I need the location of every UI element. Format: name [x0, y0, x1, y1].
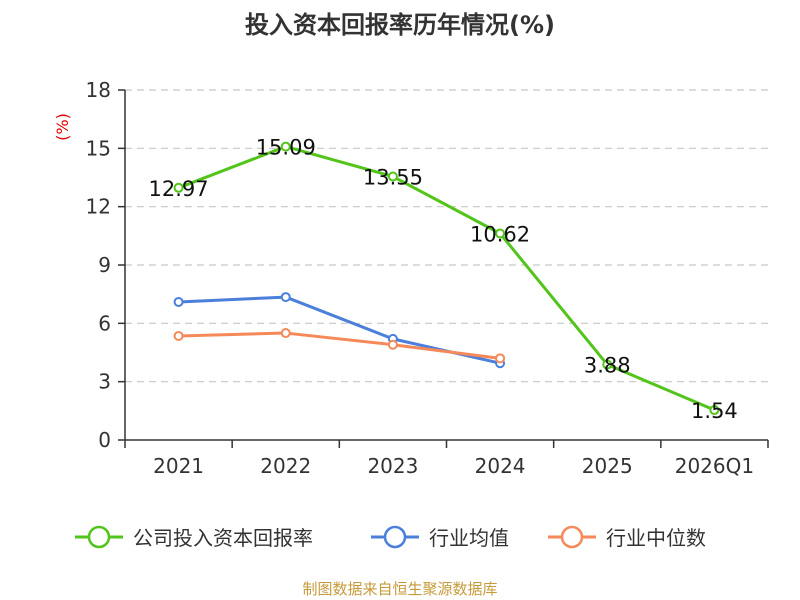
data-point-2	[387, 339, 398, 350]
data-label: 15.09	[256, 136, 316, 160]
data-point-2	[280, 328, 291, 339]
legend-label: 公司投入资本回报率	[133, 526, 313, 550]
legend-label: 行业均值	[429, 526, 509, 550]
data-point-0	[173, 182, 184, 193]
x-tick-label: 2023	[367, 454, 418, 478]
data-point-0	[602, 359, 613, 370]
axes: 0 3 6 9 12 15 18 2021 2022 2023 2024 2025 2026Q1	[86, 78, 769, 478]
chart-title: 投入资本回报率历年情况(%)	[245, 11, 555, 39]
y-tick-label: 9	[98, 253, 111, 277]
legend-label: 行业中位数	[606, 526, 706, 550]
data-point-0	[387, 171, 398, 182]
data-label: 12.97	[149, 177, 209, 201]
data-point-0	[280, 141, 291, 152]
legend-swatch-marker	[560, 525, 584, 549]
source-note: 制图数据来自恒生聚源数据库	[302, 580, 497, 598]
x-tick-label: 2021	[153, 454, 204, 478]
data-label: 13.55	[363, 166, 423, 190]
x-tick-label: 2024	[475, 454, 526, 478]
data-label: 3.88	[584, 354, 631, 378]
x-tick-label: 2025	[582, 454, 633, 478]
data-label: 10.62	[470, 223, 530, 247]
y-tick-label: 12	[86, 195, 111, 219]
y-tick-label: 18	[86, 78, 111, 102]
data-point-2	[495, 353, 506, 364]
y-tick-label: 0	[98, 428, 111, 452]
y-axis-unit-label: (%)	[53, 113, 72, 141]
data-point-1	[173, 296, 184, 307]
legend: 公司投入资本回报率 行业均值 行业中位数	[75, 525, 706, 550]
y-tick-label: 6	[98, 311, 111, 335]
data-point-0	[709, 405, 720, 416]
series-lines	[173, 141, 720, 416]
data-labels: 12.97 15.09 13.55 10.62 3.88 1.54	[149, 136, 738, 423]
legend-swatch-marker	[383, 525, 407, 549]
x-tick-label: 2026Q1	[675, 454, 754, 478]
series-line-0	[178, 145, 716, 412]
series-line-2	[178, 331, 501, 360]
x-tick-label: 2022	[260, 454, 311, 478]
y-tick-label: 15	[86, 136, 111, 160]
y-tick-label: 3	[98, 370, 111, 394]
data-point-1	[280, 292, 291, 303]
legend-swatch-marker	[87, 525, 111, 549]
data-label: 1.54	[691, 399, 738, 423]
data-point-0	[495, 228, 506, 239]
grid-lines	[125, 89, 768, 383]
data-point-2	[173, 330, 184, 341]
